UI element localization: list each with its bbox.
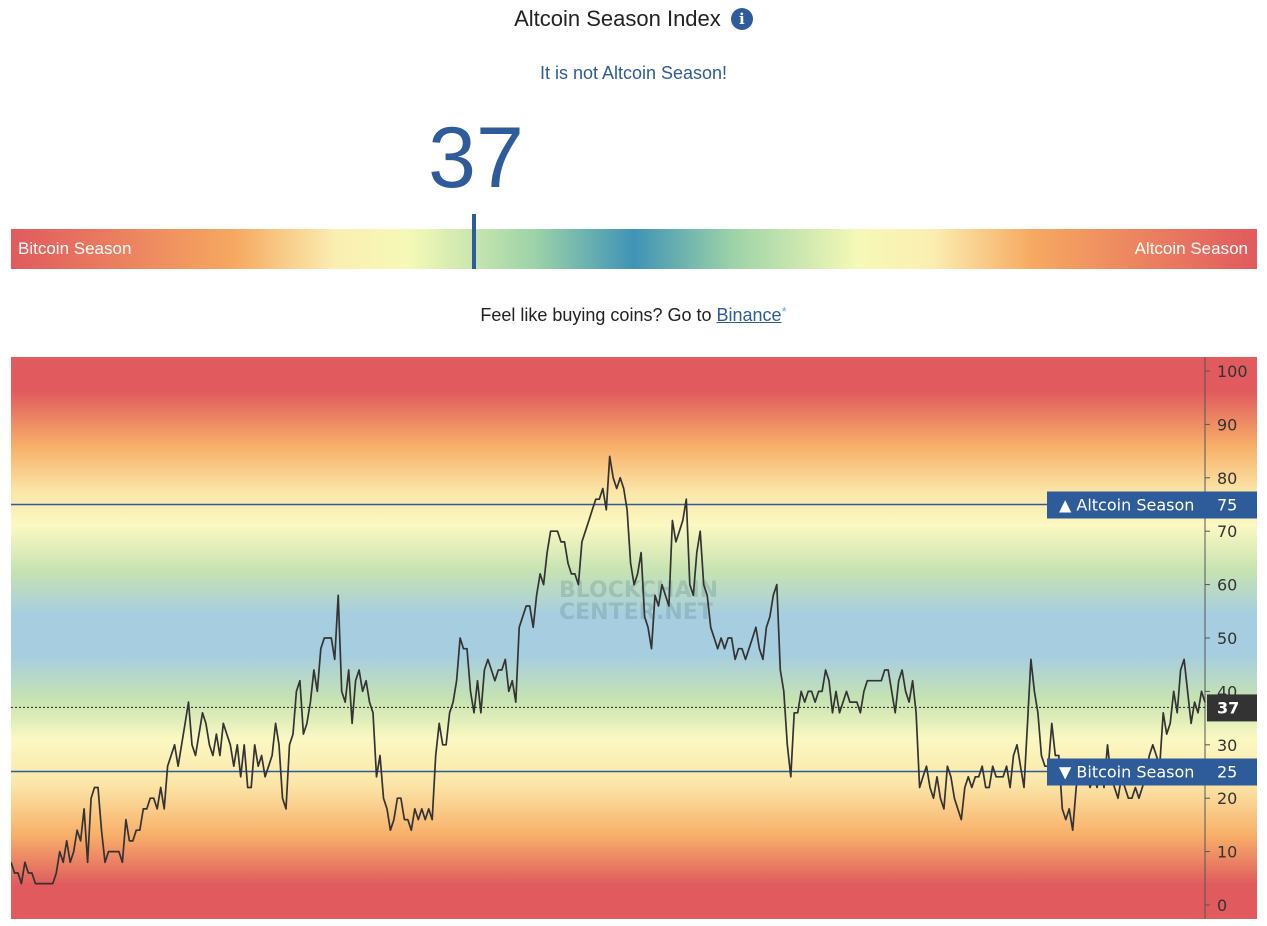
promo-asterisk: * [781,304,787,319]
info-icon[interactable]: i [730,8,753,30]
reference-label-text: ▲ Altcoin Season [1059,496,1194,515]
current-value-label: 37 [1217,698,1239,717]
reference-label-text: ▼ Bitcoin Season [1059,763,1194,782]
index-value: 37 [428,110,524,206]
season-status-text: It is not Altcoin Season! [539,63,728,83]
y-tick-label: 10 [1217,843,1237,862]
chart-background [11,357,1257,919]
y-tick-label: 50 [1217,629,1237,648]
y-tick-label: 60 [1217,576,1237,595]
page-title-row: Altcoin Season Index i [0,6,1267,32]
y-tick-label: 80 [1217,469,1237,488]
promo-text: Feel like buying coins? Go to [480,305,717,325]
y-tick-label: 20 [1217,789,1237,808]
index-history-chart: 100 90 80 70 60 50 40 30 20 10 0 BLOCKCHAIN CENTER.… [10,357,1257,919]
gauge-label-altcoin-season: Altcoin Season [1134,239,1248,258]
series-line [10,455,1206,885]
season-gauge-bar: Bitcoin Season Altcoin Season [11,229,1257,269]
page-title: Altcoin Season Index [514,6,721,31]
reference-value-label: 75 [1217,496,1237,515]
reference-value-label: 25 [1217,763,1237,782]
reference-label-box [1047,758,1257,786]
reference-label-box [1047,491,1257,519]
y-tick-label: 90 [1217,415,1237,434]
y-tick-label: 0 [1217,896,1227,915]
gauge-needle [472,214,476,269]
watermark-text: CENTER.NET [559,600,713,625]
y-tick-label: 100 [1217,362,1248,381]
gauge-label-bitcoin-season: Bitcoin Season [18,239,132,258]
y-tick-label: 30 [1217,736,1237,755]
binance-link[interactable]: Binance [716,305,782,325]
y-tick-label: 70 [1217,522,1237,541]
current-value-box [1207,694,1257,722]
promo-line: Feel like buying coins? Go to Binance* [0,304,1267,326]
